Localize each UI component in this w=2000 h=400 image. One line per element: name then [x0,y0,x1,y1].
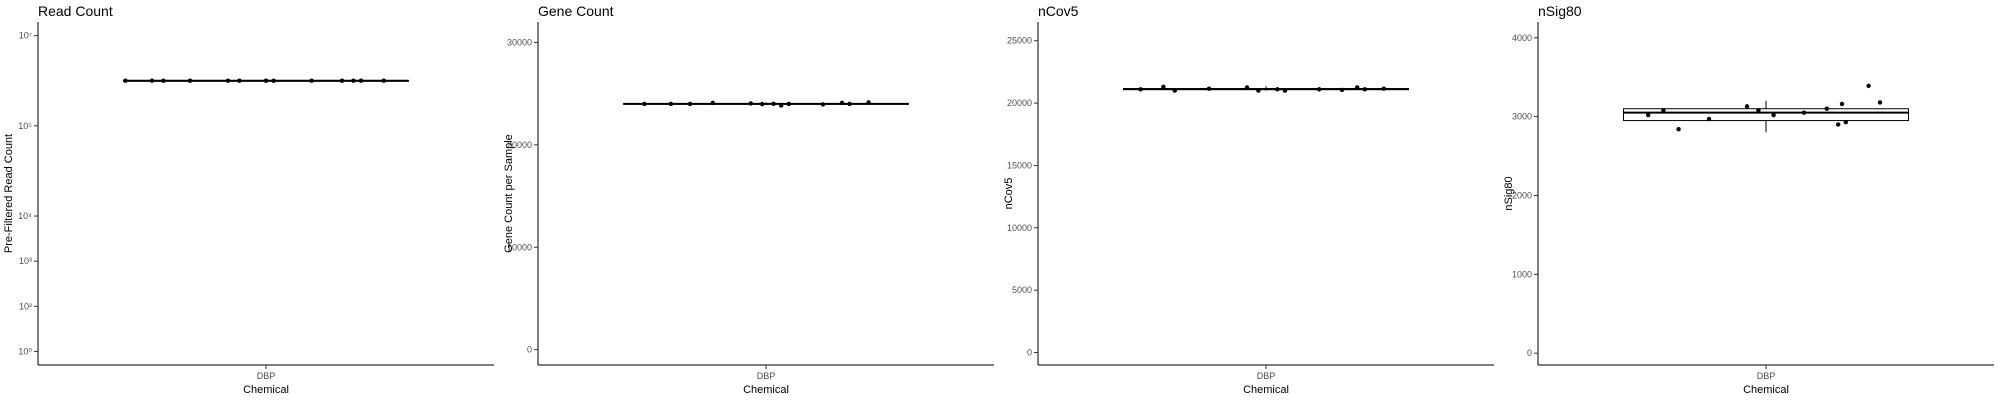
y-tick-label: 20000 [1007,98,1032,108]
y-axis-title: Pre-Filtered Read Count [3,134,15,253]
x-tick-label: DBP [257,371,276,381]
data-point [779,103,784,108]
x-axis-title: Chemical [243,384,289,396]
data-point [1206,86,1212,91]
data-point [1836,122,1841,127]
data-point [358,78,364,83]
y-tick-label: 25000 [1007,36,1032,46]
data-point [149,78,155,83]
data-point [687,101,693,107]
data-point [1161,84,1166,90]
data-point [1839,101,1845,107]
data-point [847,101,852,107]
data-point [1355,85,1360,90]
y-tick-label: 15000 [1007,160,1032,170]
data-point [1381,86,1387,91]
y-tick-label: 10² [19,301,32,311]
data-point [161,78,166,83]
y-tick-label: 20000 [507,140,532,150]
data-point [1275,87,1280,92]
data-point [1824,106,1830,111]
data-point [1744,104,1750,109]
y-tick-label: 0 [1027,348,1032,358]
data-point [187,78,193,83]
data-point [1661,108,1666,113]
data-point [1244,85,1250,90]
y-axis-title: nCov5 [1003,178,1015,210]
data-point [1138,87,1143,92]
y-tick-label: 10³ [19,256,32,266]
y-tick-label: 0 [1527,348,1532,358]
y-tick-label: 10000 [507,242,532,252]
data-point [351,78,356,83]
y-tick-label: 1000 [1512,269,1532,279]
y-axis-title: nSig80 [1503,176,1515,210]
chart-panel-4: nSig80 0 1000 2000 3000 4000 DBP Chemical nSig80 [1503,3,1994,396]
data-point [1256,88,1261,93]
data-point [820,102,826,107]
box-iqr [1623,108,1909,122]
data-point [381,78,386,83]
data-point [771,101,776,107]
data-point [225,78,231,83]
x-tick-label: DBP [757,371,776,381]
data-point [1843,119,1849,125]
y-tick-label: 10⁷ [19,31,32,41]
y-tick-label: 30000 [507,37,532,47]
data-point [1646,112,1651,118]
data-point [1866,83,1871,89]
x-axis-title: Chemical [1743,384,1789,396]
data-point [668,101,674,107]
data-point [1706,116,1712,122]
data-point [263,78,269,83]
y-tick-label: 0 [527,345,532,355]
data-point [839,100,845,106]
data-point [123,78,128,83]
x-tick-label: DBP [1757,371,1776,381]
data-point [1756,108,1761,113]
chart-panel-1: Read Count 10⁰ 10² 10³ 10⁴ 10⁵ 10⁷ DBP Chemical P… [3,3,494,396]
y-tick-label: 2000 [1512,190,1532,200]
data-point [1282,88,1288,93]
data-point [1771,112,1776,118]
data-point [339,78,345,83]
chart-panel-2: Gene Count 0 10000 20000 30000 DBP Chemical Gen… [503,3,994,396]
y-tick-label: 10000 [1007,223,1032,233]
y-tick-label: 10⁴ [18,211,32,221]
data-point [1801,110,1807,115]
chart-title: Read Count [38,3,113,19]
chart-panel-3: nCov5 0 5000 10000 15000 20000 25000 DBP Chemica… [1003,3,1494,396]
y-tick-label: 10⁵ [18,121,32,131]
x-axis-title: Chemical [743,384,789,396]
data-point [1877,100,1883,105]
data-point [760,101,765,107]
data-point [1339,87,1345,93]
y-tick-label: 10⁰ [18,346,32,356]
x-tick-label: DBP [1257,371,1276,381]
data-point [786,101,791,107]
data-point [866,100,871,105]
y-axis-title: Gene Count per Sample [503,134,515,253]
data-point [1317,87,1322,92]
chart-title: Gene Count [538,3,614,19]
chart-title: nSig80 [1538,3,1582,19]
data-point [642,101,647,107]
data-point [710,100,715,106]
x-axis-title: Chemical [1243,384,1289,396]
data-point [1676,127,1681,132]
y-tick-label: 5000 [1012,285,1032,295]
data-point [748,101,753,106]
data-point [1172,88,1178,93]
data-point [1362,87,1368,92]
data-point [309,78,314,83]
chart-title: nCov5 [1038,3,1079,19]
data-point [237,78,242,83]
y-tick-label: 4000 [1512,33,1532,43]
data-point [271,78,276,83]
y-tick-label: 3000 [1512,112,1532,122]
